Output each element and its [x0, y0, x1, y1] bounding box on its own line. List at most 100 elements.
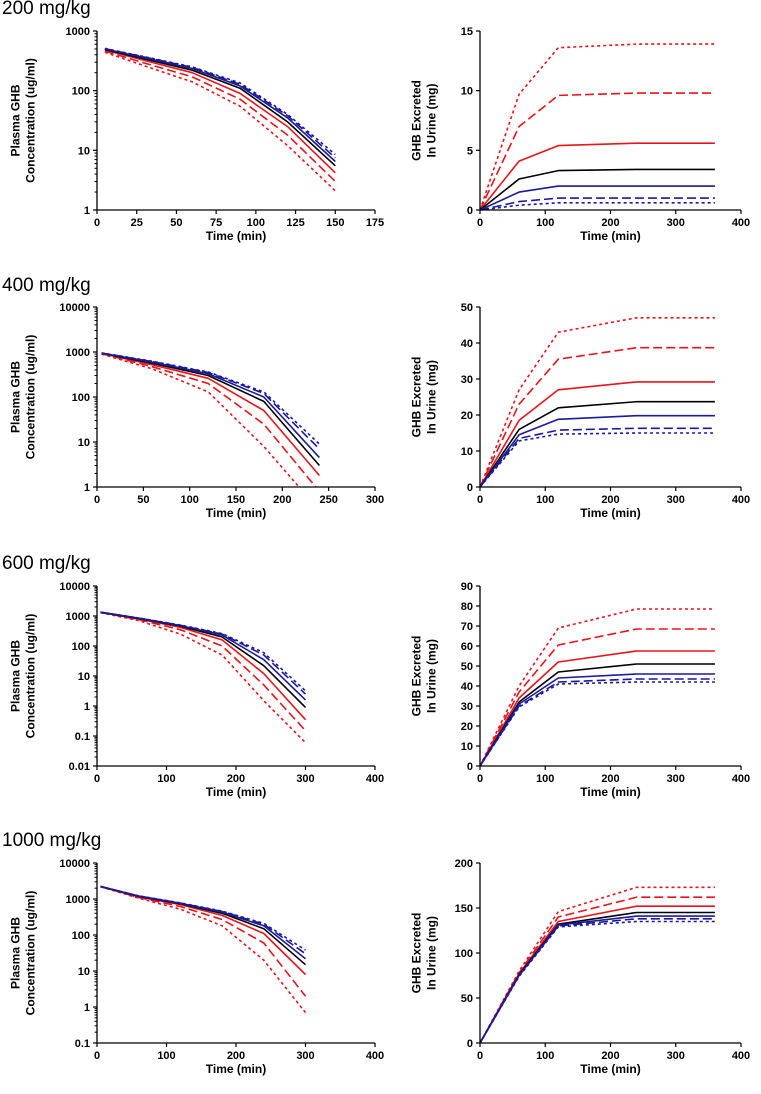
x-tick-label: 200: [227, 773, 245, 785]
y-tick-label: 200: [455, 858, 473, 870]
y-tick-label: 5: [467, 145, 473, 157]
x-tick-label: 0: [477, 1050, 483, 1062]
y-tick-label: 50: [461, 302, 473, 314]
y-tick-label: 10: [461, 86, 473, 98]
y-axis-title-line: GHB Excreted: [410, 357, 424, 438]
series-group: [100, 611, 307, 744]
x-tick-label: 100: [157, 1050, 175, 1062]
x-axis-title: Time (min): [206, 229, 266, 243]
y-tick-label: 70: [461, 621, 473, 633]
series-group: [480, 886, 715, 1043]
y-tick-label: 100: [72, 930, 90, 942]
series-blue-solid: [480, 414, 715, 487]
y-axis-title: Plasma GHBConcentration (ug/ml): [9, 614, 38, 739]
series-red-solid: [480, 381, 715, 487]
x-axis-title: Time (min): [580, 1062, 640, 1076]
x-tick-label: 200: [273, 494, 291, 506]
x-tick-label: 175: [366, 217, 384, 229]
y-axis-title-line: Concentration (ug/ml): [24, 335, 38, 460]
y-tick-label: 100: [72, 641, 90, 653]
x-tick-label: 75: [210, 217, 222, 229]
x-tick-label: 200: [227, 1050, 245, 1062]
series-red-dashed: [480, 628, 715, 766]
y-tick-label: 10: [78, 671, 90, 683]
series-red-dashed: [101, 352, 317, 487]
x-tick-label: 50: [170, 217, 182, 229]
y-tick-label: 50: [461, 993, 473, 1005]
series-blue-dashed: [480, 917, 715, 1043]
series-red-dotted: [480, 608, 715, 766]
series-blue-dashed: [104, 47, 336, 159]
y-tick-label: 1000: [66, 347, 90, 359]
y-axis-title-line: Plasma GHB: [9, 917, 23, 989]
x-tick-label: 300: [667, 494, 685, 506]
series-blue-dotted: [100, 611, 307, 692]
y-tick-label: 100: [72, 392, 90, 404]
series-red-dotted: [100, 611, 307, 744]
y-axis-title-line: Concentration (ug/ml): [24, 891, 38, 1016]
series-black-solid: [100, 611, 307, 708]
x-tick-label: 300: [667, 1050, 685, 1062]
y-axis-title-line: In Urine (mg): [425, 639, 439, 713]
y-tick-label: 1000: [66, 26, 90, 38]
series-black-solid: [480, 168, 715, 210]
x-tick-label: 25: [131, 217, 143, 229]
y-axis-title-line: In Urine (mg): [425, 360, 439, 434]
y-tick-label: 150: [455, 903, 473, 915]
y-tick-label: 1000: [66, 894, 90, 906]
x-tick-label: 100: [247, 217, 265, 229]
series-blue-dotted: [480, 432, 715, 487]
y-tick-label: 0: [467, 482, 473, 494]
x-tick-label: 300: [667, 773, 685, 785]
row-title-400: 400 mg/kg: [2, 275, 91, 296]
series-blue-solid: [480, 185, 715, 210]
series-blue-dotted: [104, 47, 336, 156]
x-tick-label: 150: [326, 217, 344, 229]
y-tick-label: 50: [461, 661, 473, 673]
x-tick-label: 0: [94, 773, 100, 785]
x-tick-label: 400: [732, 773, 750, 785]
series-group: [104, 47, 336, 192]
x-tick-label: 200: [601, 217, 619, 229]
x-tick-label: 400: [366, 773, 384, 785]
series-blue-dotted: [100, 885, 306, 951]
y-axis-title: GHB ExcretedIn Urine (mg): [410, 636, 439, 717]
series-black-solid: [104, 48, 336, 167]
series-blue-dashed: [100, 611, 307, 695]
chart-urine-400: 0 100 200 300 400 0 10 20 30 40 50 Time (min) GHB Ex…: [410, 302, 751, 520]
chart-plasma-600: 0 100 200 300 400 0.01 0.1 1 10 100 1000 10000 Time …: [9, 581, 385, 799]
series-blue-dashed: [480, 427, 715, 487]
series-black-solid: [100, 885, 307, 966]
y-tick-label: 10000: [59, 858, 90, 870]
x-tick-label: 0: [94, 494, 100, 506]
series-blue-dotted: [480, 920, 715, 1043]
y-tick-label: 1000: [66, 611, 90, 623]
series-blue-solid: [104, 48, 336, 163]
series-red-dotted: [480, 43, 715, 210]
y-axis-title: GHB ExcretedIn Urine (mg): [410, 80, 439, 161]
series-blue-dotted: [480, 202, 715, 210]
x-tick-label: 125: [286, 217, 304, 229]
x-tick-label: 150: [227, 494, 245, 506]
series-red-solid: [480, 650, 715, 766]
x-tick-label: 400: [366, 1050, 384, 1062]
y-tick-label: 1: [84, 482, 90, 494]
y-tick-label: 30: [461, 701, 473, 713]
y-axis-title: GHB ExcretedIn Urine (mg): [410, 913, 439, 994]
series-blue-dashed: [101, 352, 320, 450]
y-tick-label: 80: [461, 601, 473, 613]
x-tick-label: 400: [732, 494, 750, 506]
x-tick-label: 400: [732, 1050, 750, 1062]
series-blue-dotted: [480, 681, 715, 766]
y-tick-label: 60: [461, 641, 473, 653]
series-blue-dotted: [101, 352, 320, 445]
y-axis-title: Plasma GHBConcentration (ug/ml): [9, 58, 38, 183]
x-axis-title: Time (min): [580, 229, 640, 243]
y-axis-title-line: GHB Excreted: [410, 80, 424, 161]
y-axis-title-line: GHB Excreted: [410, 636, 424, 717]
y-tick-label: 10: [78, 145, 90, 157]
x-tick-label: 100: [536, 217, 554, 229]
y-axis-title-line: GHB Excreted: [410, 913, 424, 994]
chart-plasma-400: 0 50 100 150 200 250 300 1 10 100 1000 10000 Time (m…: [9, 302, 385, 520]
series-red-dotted: [104, 51, 336, 192]
